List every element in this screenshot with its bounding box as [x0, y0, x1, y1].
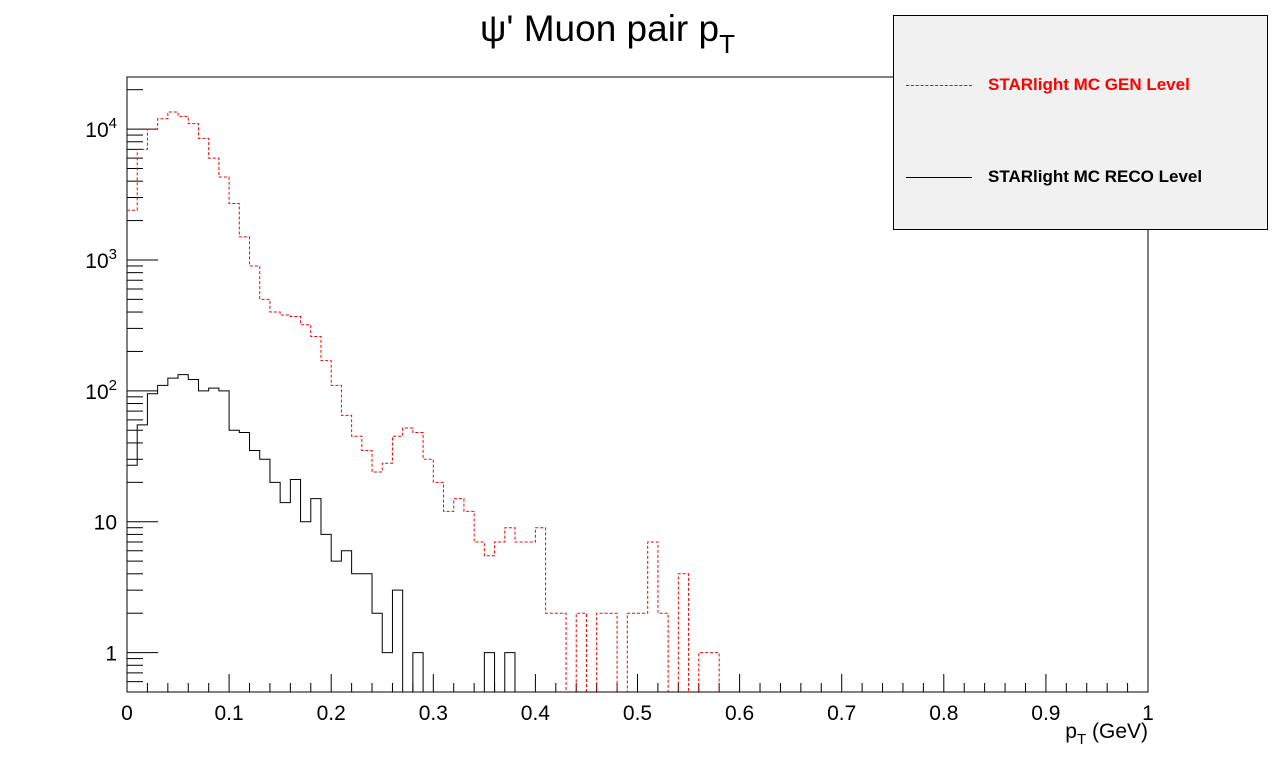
series-group	[127, 111, 1148, 693]
y-tick-label: 104	[85, 115, 117, 142]
legend-entry-reco: STARlight MC RECO Level	[906, 167, 1202, 187]
x-tick-label: 0.5	[623, 702, 652, 725]
legend-swatch-reco	[906, 176, 972, 178]
x-tick-label: 0.6	[725, 702, 754, 725]
series-reco-level	[127, 374, 1148, 693]
y-tick-label: 103	[85, 246, 117, 273]
x-tick-label: 0.8	[929, 702, 958, 725]
legend-swatch-gen	[906, 84, 972, 86]
chart-title: ψ' Muon pair pT	[480, 8, 735, 59]
x-tick-label: 0.3	[419, 702, 448, 725]
legend-label-gen: STARlight MC GEN Level	[988, 75, 1190, 94]
x-tick-label: 0.9	[1031, 702, 1060, 725]
legend-label-reco: STARlight MC RECO Level	[988, 167, 1203, 186]
x-tick-label: 1	[1142, 702, 1154, 725]
x-tick-label: 0	[121, 702, 133, 725]
y-tick-label: 102	[85, 377, 117, 404]
x-tick-label: 0.1	[214, 702, 243, 725]
x-tick-label: 0.7	[827, 702, 856, 725]
x-axis-label: pT (GeV)	[1065, 720, 1148, 748]
axes: 0 0.1 0.2 0.3 0.4 0.5 0.6 0.7 0.8 0.9 1 1 10 102 103 10…	[85, 89, 1154, 725]
y-tick-label: 10	[94, 512, 117, 535]
x-tick-label: 0.4	[521, 702, 551, 725]
y-tick-label: 1	[105, 643, 117, 666]
x-tick-label: 0.2	[317, 702, 346, 725]
legend-entry-gen: STARlight MC GEN Level	[906, 75, 1190, 95]
legend: STARlight MC GEN Level STARlight MC RECO…	[893, 15, 1268, 230]
